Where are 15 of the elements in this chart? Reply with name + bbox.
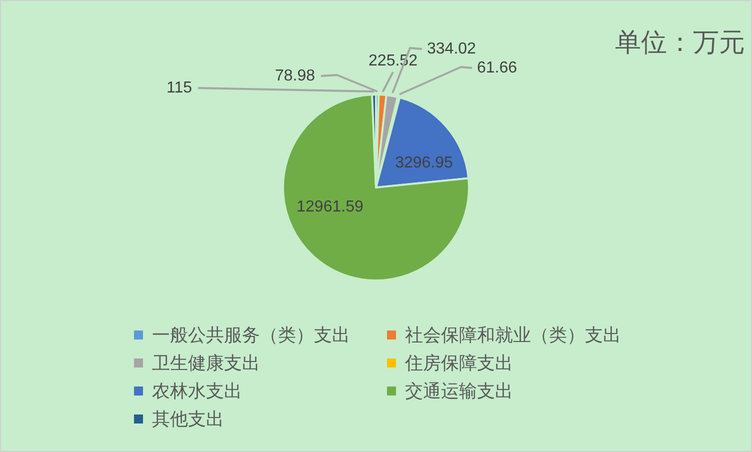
legend-label: 其他支出: [152, 409, 224, 429]
legend-label: 卫生健康支出: [152, 353, 260, 373]
text: 单位：万元: [615, 27, 745, 57]
legend-label: 社会保障和就业（类）支出: [405, 325, 621, 345]
legend-label: 交通运输支出: [405, 381, 513, 401]
data-label: 225.52: [368, 52, 418, 70]
data-label: 61.66: [477, 60, 518, 76]
data-label: 3296.95: [395, 154, 454, 172]
data-label: 115: [166, 80, 192, 96]
data-label: 78.98: [274, 68, 316, 84]
legend-label: 住房保障支出: [404, 353, 513, 373]
legend-label: 一般公共服务（类）支出: [152, 325, 350, 345]
legend-label: 农林水支出: [152, 381, 242, 401]
data-label: 334.02: [427, 40, 476, 58]
data-label: 12961.59: [296, 198, 364, 216]
